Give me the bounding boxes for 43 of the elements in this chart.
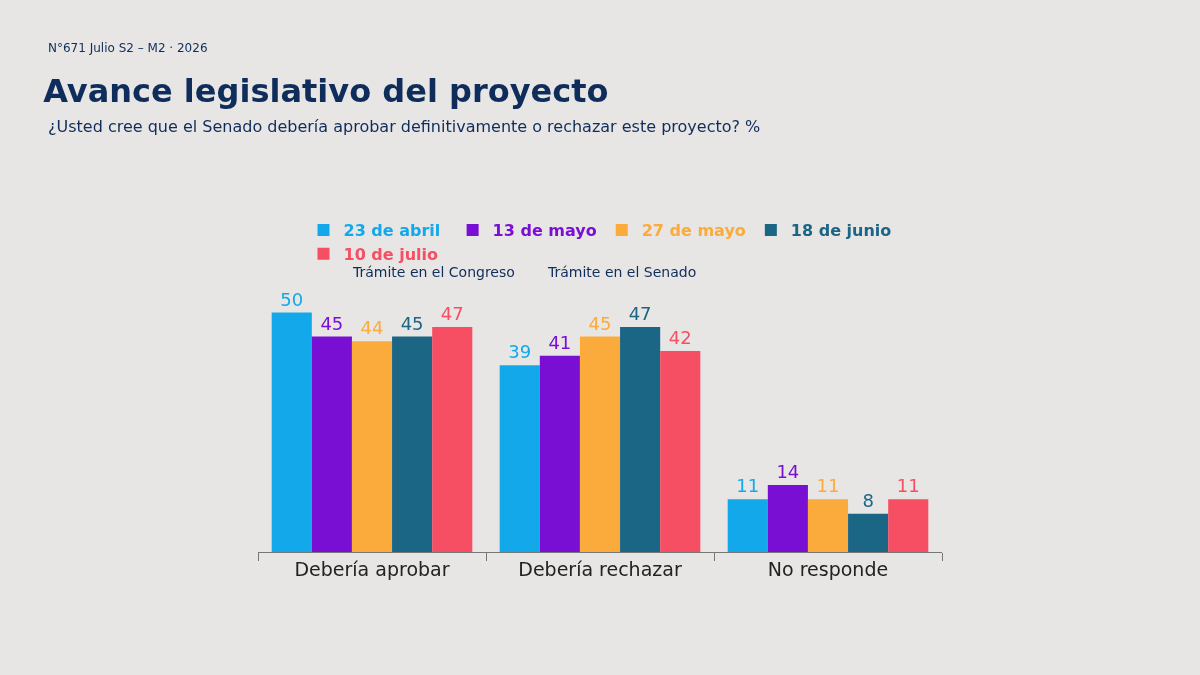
legend-label: 18 de junio bbox=[790, 221, 892, 241]
bar bbox=[351, 341, 393, 552]
bar bbox=[807, 499, 849, 552]
bar bbox=[888, 499, 929, 552]
data-label: 41 bbox=[548, 331, 572, 353]
data-label: 39 bbox=[508, 341, 532, 363]
bar bbox=[539, 355, 580, 552]
x-tick-label: Debería rechazar bbox=[518, 557, 682, 580]
legend-label: 10 de julio bbox=[343, 244, 439, 264]
bar bbox=[311, 336, 352, 552]
text: N°671 Julio S2 – M2 · 2026 bbox=[48, 41, 208, 55]
text: Trámite en el Senado bbox=[547, 264, 697, 280]
chart-subtitle: ¿Usted cree que el Senado debería aprobar definitivamente o rechazar este proyecto? % bbox=[48, 117, 761, 136]
bar bbox=[660, 350, 701, 552]
data-label: 11 bbox=[736, 475, 760, 497]
bar bbox=[579, 336, 621, 552]
data-label: 42 bbox=[668, 326, 692, 348]
data-label: 11 bbox=[816, 475, 840, 497]
data-label: 50 bbox=[280, 288, 304, 310]
data-label: 11 bbox=[896, 475, 920, 497]
x-tick-label: Debería aprobar bbox=[294, 557, 450, 580]
bar bbox=[392, 336, 433, 552]
data-label: 14 bbox=[776, 460, 800, 482]
bar bbox=[620, 326, 661, 552]
data-label: 44 bbox=[360, 317, 384, 339]
legend-label: 13 de mayo bbox=[492, 221, 597, 241]
bar bbox=[767, 484, 808, 552]
bar bbox=[271, 312, 312, 552]
x-tick-label: No responde bbox=[767, 557, 889, 580]
bar bbox=[848, 513, 889, 552]
chart-title: Avance legislativo del proyecto bbox=[43, 72, 609, 111]
legend-label: 27 de mayo bbox=[641, 221, 746, 241]
bar bbox=[432, 326, 473, 552]
data-label: 45 bbox=[588, 312, 612, 334]
data-label: 8 bbox=[862, 489, 874, 511]
legend-label: 23 de abril bbox=[343, 221, 441, 241]
text: Trámite en el Congreso bbox=[352, 264, 515, 280]
data-label: 45 bbox=[320, 312, 344, 334]
data-label: 47 bbox=[440, 302, 464, 324]
bar bbox=[499, 365, 540, 552]
data-label: 45 bbox=[400, 312, 424, 334]
data-label: 47 bbox=[628, 302, 652, 324]
bar bbox=[727, 499, 768, 552]
